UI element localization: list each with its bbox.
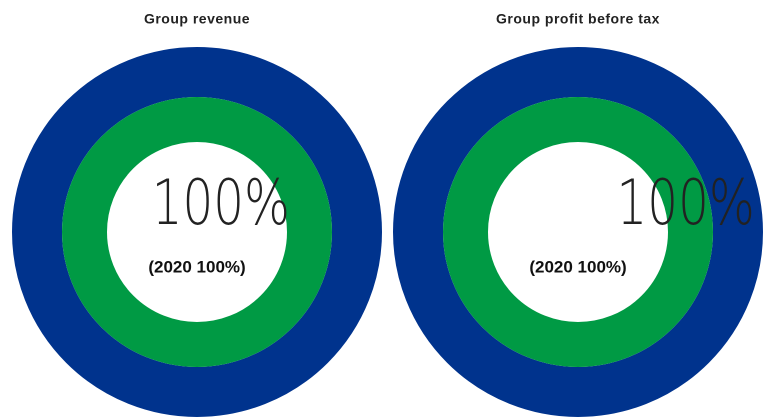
chart-title: Group revenue: [144, 11, 250, 27]
chart-title: Group profit before tax: [496, 11, 660, 27]
center-value: 100%: [617, 167, 755, 239]
comparison-value: (2020 100%): [529, 257, 626, 276]
ring: [443, 97, 713, 367]
ring: [393, 47, 763, 417]
ring: [62, 97, 332, 367]
comparison-value: (2020 100%): [148, 257, 245, 276]
ring: [12, 47, 382, 417]
center-value: 100%: [152, 167, 290, 239]
